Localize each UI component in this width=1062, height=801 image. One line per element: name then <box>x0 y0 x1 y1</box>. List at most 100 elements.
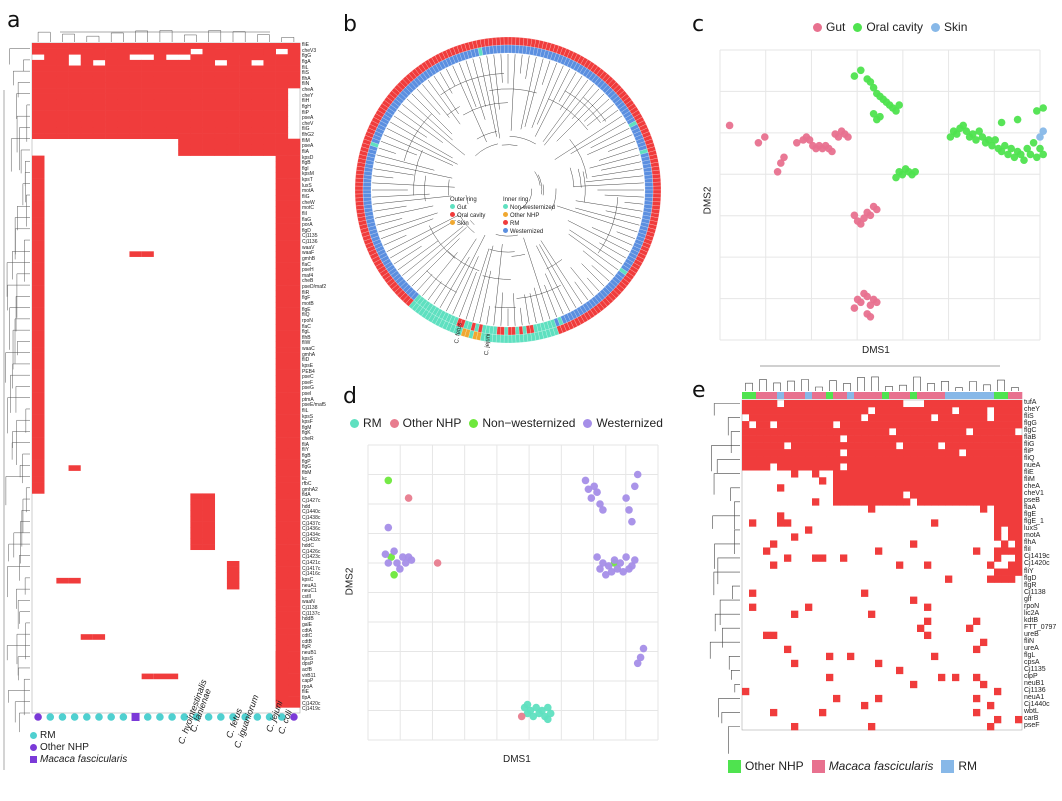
heatmap-cell <box>1015 526 1022 533</box>
heatmap-cell <box>288 240 300 246</box>
heatmap-cell <box>178 60 190 66</box>
heatmap-cell <box>945 414 952 421</box>
heatmap-cell <box>178 82 190 88</box>
tree-branch <box>446 69 455 86</box>
panel-a-legend: RM Other NHP Macaca fascicularis <box>30 730 127 765</box>
heatmap-cell <box>190 516 202 522</box>
heatmap-cell <box>32 189 44 195</box>
heatmap-cell <box>763 414 770 421</box>
dendrogram-branch <box>760 380 767 391</box>
heatmap-cell <box>938 456 945 463</box>
heatmap-cell <box>910 681 917 688</box>
heatmap-cell <box>117 43 129 49</box>
heatmap-cell <box>896 463 903 470</box>
heatmap-cell <box>276 274 288 280</box>
column-annotation-dot <box>217 713 225 721</box>
heatmap-cell <box>777 456 784 463</box>
heatmap-cell <box>276 71 288 77</box>
heatmap-cell <box>288 347 300 353</box>
heatmap-cell <box>1001 435 1008 442</box>
legend-other-nhp-swatch <box>30 744 37 751</box>
tree-branch <box>372 194 429 197</box>
heatmap-cell <box>910 540 917 547</box>
tree-branch <box>557 206 637 232</box>
heatmap-cell <box>952 400 959 407</box>
heatmap-cell <box>263 144 275 150</box>
heatmap-cell <box>1001 569 1008 576</box>
heatmap-cell <box>924 463 931 470</box>
heatmap-cell <box>791 442 798 449</box>
panel-e-gene-label: neuA1 <box>1024 695 1044 701</box>
heatmap-cell <box>833 463 840 470</box>
heatmap-cell <box>288 229 300 235</box>
heatmap-cell <box>952 435 959 442</box>
heatmap-cell <box>1015 470 1022 477</box>
heatmap-cell <box>44 111 56 117</box>
tree-branch <box>440 257 469 308</box>
heatmap-cell <box>288 505 300 511</box>
heatmap-cell <box>32 325 44 331</box>
panel-e-gene-label: Cj1440c <box>1024 702 1050 708</box>
column-annotation-cell <box>840 392 847 399</box>
heatmap-cell <box>994 533 1001 540</box>
heatmap-cell <box>276 437 288 443</box>
heatmap-cell <box>791 421 798 428</box>
heatmap-cell <box>742 400 749 407</box>
heatmap-cell <box>749 407 756 414</box>
heatmap-cell <box>980 449 987 456</box>
heatmap-cell <box>784 407 791 414</box>
heatmap-cell <box>910 484 917 491</box>
tree-branch <box>524 238 551 320</box>
heatmap-cell <box>987 702 994 709</box>
heatmap-cell <box>142 60 154 66</box>
heatmap-cell <box>791 611 798 618</box>
heatmap-cell <box>276 156 288 162</box>
heatmap-cell <box>1008 569 1015 576</box>
heatmap-cell <box>749 604 756 611</box>
heatmap-cell <box>861 428 868 435</box>
dendrogram-branch <box>731 670 740 679</box>
heatmap-cell <box>1001 400 1008 407</box>
heatmap-cell <box>263 71 275 77</box>
heatmap-cell <box>833 456 840 463</box>
heatmap-cell <box>93 71 105 77</box>
dendrogram-branch <box>8 398 30 434</box>
heatmap-cell <box>742 456 749 463</box>
heatmap-cell <box>798 414 805 421</box>
heatmap-cell <box>276 308 288 314</box>
column-annotation-cell <box>854 392 861 399</box>
heatmap-cell <box>980 470 987 477</box>
heatmap-cell <box>812 463 819 470</box>
heatmap-cell <box>896 435 903 442</box>
heatmap-cell <box>227 578 239 584</box>
tree-branch <box>501 292 503 325</box>
heatmap-cell <box>917 428 924 435</box>
heatmap-cell <box>288 471 300 477</box>
heatmap-cell <box>32 263 44 269</box>
heatmap-cell <box>812 449 819 456</box>
heatmap-cell <box>251 122 263 128</box>
panel-e-gene-label: neuB1 <box>1024 681 1044 687</box>
heatmap-cell <box>798 400 805 407</box>
column-annotation-dot <box>205 713 213 721</box>
panel-e-gene-label: flaB <box>1024 435 1036 441</box>
heatmap-cell <box>288 657 300 663</box>
heatmap-cell <box>44 127 56 133</box>
data-point <box>390 547 398 555</box>
heatmap-cell <box>56 127 68 133</box>
heatmap-cell <box>276 347 288 353</box>
heatmap-cell <box>994 421 1001 428</box>
heatmap-cell <box>889 470 896 477</box>
heatmap-cell <box>1008 435 1015 442</box>
heatmap-cell <box>203 105 215 111</box>
column-annotation-cell <box>784 392 791 399</box>
heatmap-cell <box>966 435 973 442</box>
legend-swatch <box>503 220 508 225</box>
heatmap-cell <box>178 88 190 94</box>
heatmap-cell <box>276 223 288 229</box>
heatmap-cell <box>847 477 854 484</box>
tree-branch <box>532 63 557 128</box>
tree-branch <box>407 227 467 281</box>
heatmap-cell <box>276 302 288 308</box>
heatmap-cell <box>805 456 812 463</box>
